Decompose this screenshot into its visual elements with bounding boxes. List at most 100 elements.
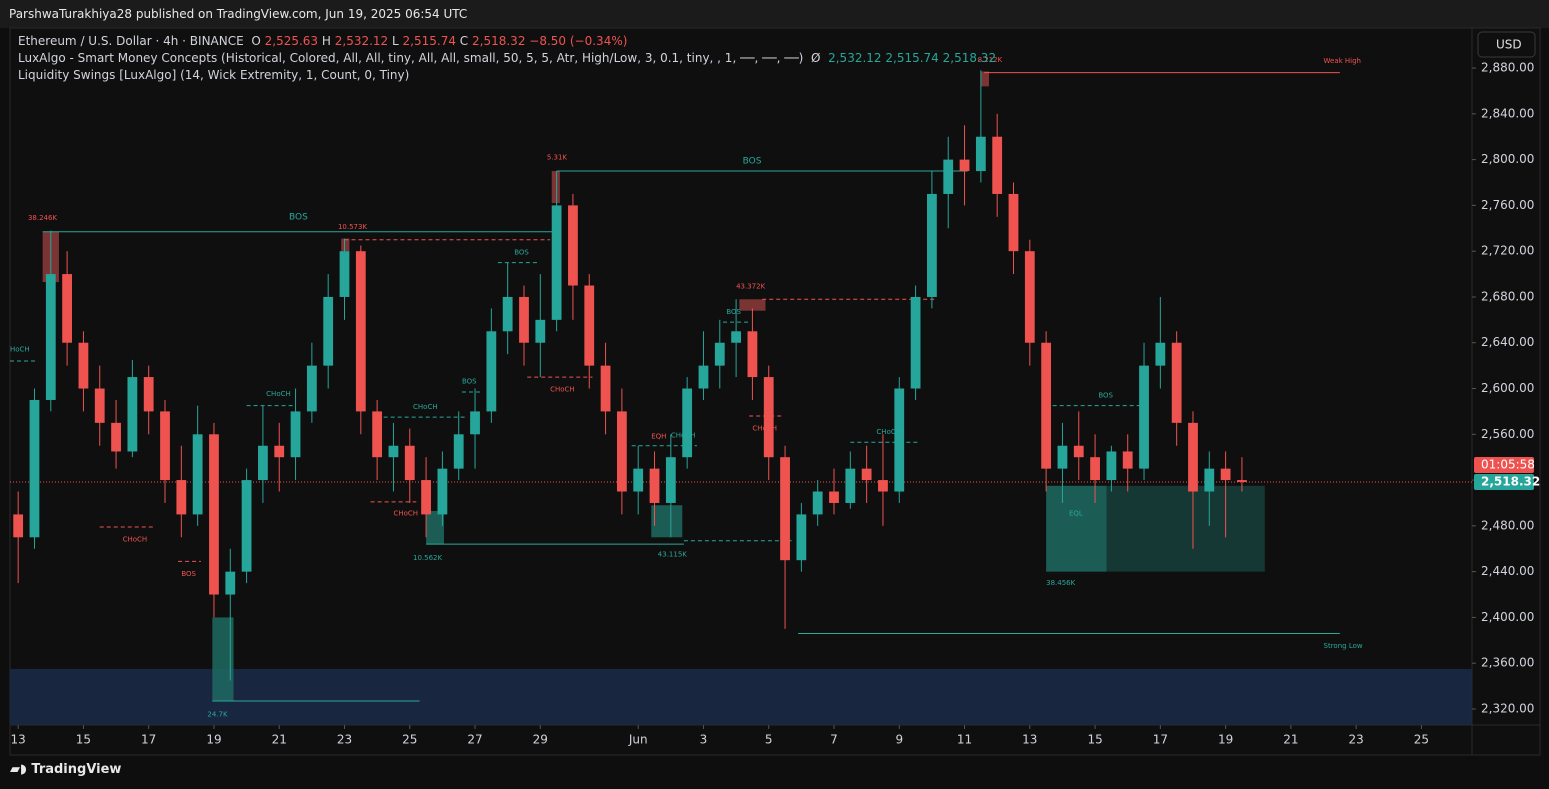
candle-body	[45, 274, 56, 400]
annotation: EQH	[651, 433, 666, 441]
y-tick-label: 2,560.00	[1481, 427, 1534, 441]
candle-body	[1073, 445, 1084, 458]
y-tick-label: 2,800.00	[1481, 152, 1534, 166]
candle-body	[535, 319, 546, 343]
candle-body	[1057, 445, 1068, 469]
candle-body	[453, 434, 464, 469]
indicator-symbol: Ø	[811, 51, 821, 65]
currency: USD	[1496, 38, 1522, 52]
y-tick-label: 2,480.00	[1481, 518, 1534, 532]
candle-body	[306, 365, 317, 412]
chart-frame	[9, 27, 1541, 756]
x-tick-label: 17	[141, 733, 156, 747]
annotation: Strong Low	[1324, 642, 1363, 650]
candle-body	[127, 377, 138, 452]
x-tick-label: 19	[206, 733, 221, 747]
annotation: BOS	[514, 248, 529, 256]
x-tick-label: 21	[1283, 733, 1298, 747]
annotation: BOS	[289, 212, 308, 222]
candle-body	[1090, 457, 1100, 481]
candle-body	[1188, 422, 1198, 492]
ohlc-value: 2,525.63	[264, 34, 319, 48]
candle-body	[551, 205, 562, 320]
candle-body	[878, 480, 888, 492]
candle-body	[584, 285, 595, 366]
annotation: 10.573K	[338, 223, 367, 231]
indicator: LuxAlgo - Smart Money Concepts (Historic…	[18, 51, 804, 65]
candle-body	[1106, 451, 1117, 481]
candle-body	[649, 468, 660, 503]
candle-body	[780, 457, 790, 561]
annotation: CHoCH	[413, 403, 438, 411]
candle-body	[747, 331, 758, 378]
y-tick-label: 2,320.00	[1481, 701, 1534, 715]
annotation: BOS	[181, 570, 196, 578]
annotation: 24.7K	[207, 711, 228, 719]
publisher: ParshwaTurakhiya28 published on TradingV…	[9, 7, 468, 21]
indicator-value: 2,515.74	[885, 51, 939, 65]
annotation: CHoCH	[123, 536, 148, 544]
zone	[551, 171, 560, 204]
ohlc-value: 2,532.12	[334, 34, 389, 48]
x-tick-label: 9	[895, 733, 903, 747]
candle-body	[355, 251, 366, 412]
currency-button[interactable]	[1477, 31, 1536, 58]
ohlc-key: L	[392, 34, 399, 48]
x-tick-label: 5	[765, 733, 773, 747]
x-tick-label: 11	[957, 733, 972, 747]
candle-body	[992, 136, 1003, 194]
y-tick-label: 2,880.00	[1481, 61, 1534, 75]
annotation: BOS	[726, 308, 741, 316]
x-tick-label: 19	[1218, 733, 1233, 747]
candle-body	[176, 480, 187, 515]
candle-body	[1024, 251, 1035, 343]
x-tick-label: 13	[1022, 733, 1037, 747]
candle-body	[388, 445, 399, 458]
candle-body	[731, 331, 741, 343]
x-tick-label: 17	[1153, 733, 1168, 747]
zone	[10, 668, 1472, 725]
candle-body	[861, 468, 872, 481]
x-tick-label: 15	[76, 733, 91, 747]
ohlc-key: O	[251, 34, 261, 48]
candle-body	[1008, 193, 1019, 252]
candle-body	[714, 342, 725, 366]
candle-body	[78, 342, 89, 389]
annotation: CHoCH	[266, 390, 291, 398]
zone	[739, 299, 766, 311]
annotation: HoCH	[10, 346, 30, 354]
candle-body	[616, 411, 627, 492]
annotation: CHoCH	[752, 425, 777, 433]
ohlc: O 2,525.63 H 2,532.12 L 2,515.74 C 2,518…	[251, 34, 529, 48]
annotation: 5.31K	[547, 153, 568, 161]
candle-body	[1204, 468, 1215, 492]
x-tick-label: 3	[700, 733, 708, 747]
zone	[426, 510, 445, 545]
candle-body	[829, 491, 839, 503]
x-tick-label: 29	[533, 733, 548, 747]
candle-body	[812, 491, 823, 515]
candle-body	[29, 399, 40, 538]
annotation: CHoCH	[671, 431, 696, 439]
zone	[212, 617, 234, 701]
candle-body	[290, 411, 301, 458]
candle-body	[437, 468, 448, 515]
countdown: 01:05:58	[1481, 457, 1535, 471]
candle-body	[160, 411, 170, 481]
candle-body	[258, 445, 268, 481]
candle-body	[470, 411, 480, 435]
candle-body	[143, 377, 154, 412]
plot-area: 38.246K BOS 10.573K 5.31K BOS 43.372K 8.212K We…	[10, 56, 1472, 725]
annotation: 43.115K	[658, 550, 687, 558]
candle-body	[486, 331, 497, 412]
y-tick-label: 2,840.00	[1481, 106, 1534, 120]
candle-body	[943, 159, 954, 194]
annotation: BOS	[743, 156, 762, 166]
x-tick-label: Jun	[628, 733, 648, 747]
annotation: 8.212K	[978, 56, 1003, 64]
candle-body	[682, 388, 693, 458]
candle-body	[845, 468, 856, 503]
zone	[1106, 485, 1265, 572]
zone	[651, 505, 683, 538]
